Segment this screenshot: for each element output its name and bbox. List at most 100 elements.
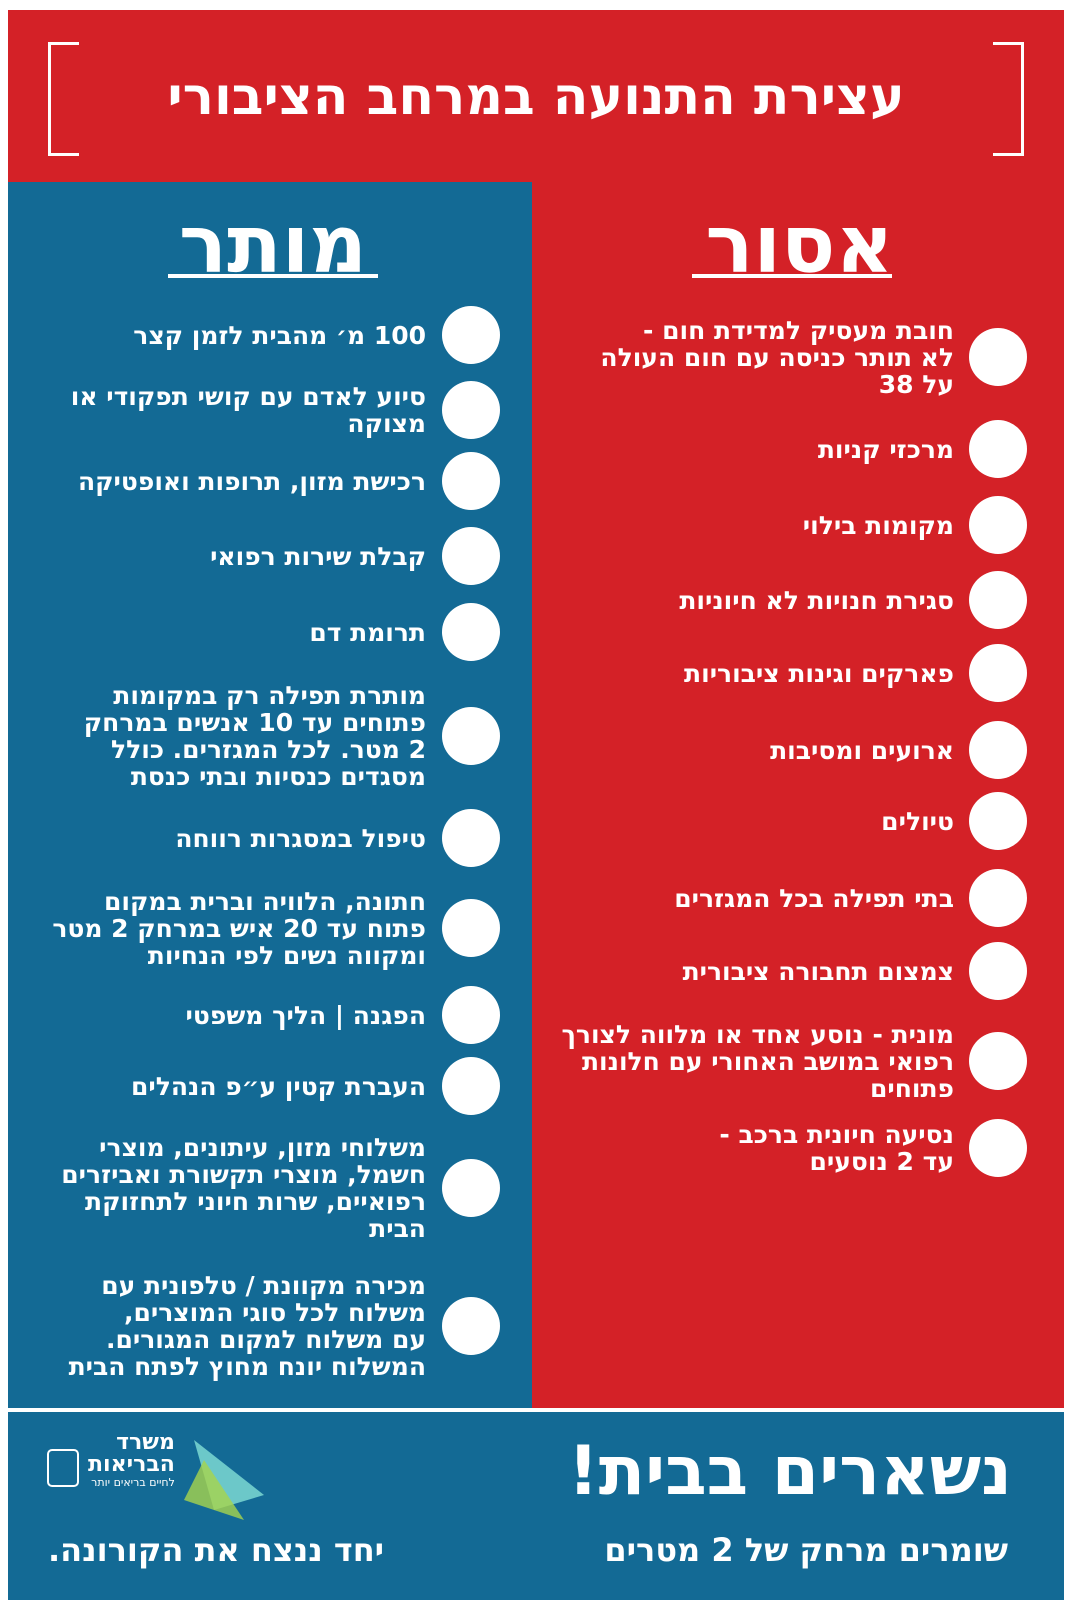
item-line: הבית xyxy=(369,1214,426,1243)
list-item: טיפול במסגרות רווחה xyxy=(175,825,426,852)
icon xyxy=(442,306,500,364)
list-item: חתונה, הלוויה וברית במקום פתוח עד 20 איש … xyxy=(52,888,426,969)
icon xyxy=(969,1119,1027,1177)
item-line: מקומות בילוי xyxy=(802,510,954,540)
icon xyxy=(442,381,500,439)
item-line: עד 2 נוסעים xyxy=(809,1147,955,1176)
list-item: סגירת חנויות לא חיוניות xyxy=(679,587,954,614)
item-line: סגירת חנויות לא חיוניות xyxy=(679,585,954,615)
icon xyxy=(969,869,1027,927)
header: עצירת התנועה במרחב הציבורי xyxy=(8,10,1064,182)
list-item: תרומת דם xyxy=(309,619,426,646)
list-item: מרכזי קניות xyxy=(818,436,954,463)
icon xyxy=(969,721,1027,779)
list-item: משלוחי מזון, עיתונים, מוצרי חשמל, מוצרי ת… xyxy=(61,1134,426,1242)
icon xyxy=(442,986,500,1044)
list-item: רכישת מזון, תרופות ואופטיקה xyxy=(78,468,426,495)
item-line: טיולים xyxy=(881,806,954,836)
icon xyxy=(442,452,500,510)
item-line: רפואיים, שרות חיוני לתחזוקת xyxy=(85,1187,426,1216)
item-line: מותרת תפילה רק במקומות xyxy=(113,681,426,710)
icon xyxy=(442,1057,500,1115)
item-line: סיוע לאדם עם קושי תפקודי או xyxy=(70,382,426,411)
list-item: 100 מ׳ מהבית לזמן קצר xyxy=(133,322,426,349)
bracket xyxy=(48,42,79,156)
list-item: מונית - נוסע אחד או מלווה לצורך רפואי במו… xyxy=(561,1021,954,1102)
item-line: ומקווה נשים לפי הנחיות xyxy=(147,940,426,970)
item-line: בתי תפילה בכל המגזרים xyxy=(674,883,954,913)
list-item: ארועים ומסיבות xyxy=(770,737,954,764)
logo xyxy=(47,1440,264,1520)
ministry-line: הבריאות xyxy=(88,1452,175,1477)
icon xyxy=(969,496,1027,554)
item-line: ארועים ומסיבות xyxy=(770,735,954,765)
item-line: המשלוח יונח מחוץ לפתח הבית xyxy=(68,1352,426,1381)
list-item: קבלת שירות רפואי xyxy=(210,543,426,570)
allowed-column: מותר 100 מ׳ מהבית לזמן קצר סיוע לאדם עם ק… xyxy=(8,182,532,1408)
item-line: מכירה מקוונת / טלפונית עם xyxy=(101,1271,426,1300)
item-line: העברת קטין ע״פ הנהלים xyxy=(130,1071,426,1101)
item-line: מצוקה xyxy=(347,409,426,438)
list-item: נסיעה חיונית ברכב - עד 2 נוסעים xyxy=(719,1121,954,1175)
item-line: לא תותר כניסה עם חום העולה xyxy=(600,342,954,372)
item-line: 100 מ׳ מהבית לזמן קצר xyxy=(133,320,426,350)
icon xyxy=(969,644,1027,702)
icon xyxy=(442,899,500,957)
item-line: 2 מטר. לכל המגזרים. כולל xyxy=(110,735,426,764)
list-item: מקומות בילוי xyxy=(803,512,954,539)
item-line: פארקים וגינות ציבוריות xyxy=(684,658,954,688)
item-line: משלוחי מזון, עיתונים, מוצרי xyxy=(99,1133,426,1162)
item-line: רפואי במושב האחורי עם חלונות xyxy=(581,1046,954,1076)
subslogan: שומרים מרחק של 2 מטרים xyxy=(604,1531,1008,1569)
icon xyxy=(969,1032,1027,1090)
list-item: בתי תפילה בכל המגזרים xyxy=(674,885,954,912)
tagline: לחיים בריאים יותר xyxy=(91,1476,175,1489)
bracket xyxy=(993,42,1024,156)
item-line: על 38 xyxy=(878,369,954,399)
icon xyxy=(442,1159,500,1217)
closing: יחד ננצח את הקורונה. xyxy=(48,1531,385,1569)
footer: נשארים בבית! שומרים מרחק של 2 מטרים משרד… xyxy=(8,1412,1064,1600)
icon xyxy=(442,809,500,867)
ministry-name: משרד הבריאות לחיים בריאים יותר xyxy=(88,1432,175,1490)
underline xyxy=(692,274,892,278)
list-item: חובת מעסיק למדידת חום - לא תותר כניסה עם … xyxy=(600,317,954,398)
item-line: חובת מעסיק למדידת חום - xyxy=(643,315,954,345)
list-item: מותרת תפילה רק במקומות פתוחים עד 10 אנשים… xyxy=(84,682,426,790)
item-line: פתוחים עד 10 אנשים במרחק xyxy=(83,708,426,737)
list-item: מכירה מקוונת / טלפונית עם משלוח לכל סוגי … xyxy=(69,1272,426,1380)
list-item: טיולים xyxy=(881,808,954,835)
forbidden-heading: אסור xyxy=(705,198,894,291)
icon xyxy=(442,527,500,585)
icon xyxy=(442,707,500,765)
title: עצירת התנועה במרחב הציבורי xyxy=(167,67,905,127)
item-line: חשמל, מוצרי תקשורת ואביזרים xyxy=(61,1160,426,1189)
item-line: עם משלוח למקום המגורים. xyxy=(105,1325,426,1354)
icon xyxy=(969,942,1027,1000)
slogan: נשארים בבית! xyxy=(567,1432,1012,1511)
icon xyxy=(969,420,1027,478)
item-line: טיפול במסגרות רווחה xyxy=(175,823,426,853)
ministry-line: משרד xyxy=(116,1430,175,1455)
item-line: מרכזי קניות xyxy=(817,434,954,464)
item-line: תרומת דם xyxy=(309,617,426,647)
list-item: הפגנה | הליך משפטי xyxy=(186,1002,426,1029)
item-line: נסיעה חיונית ברכב - xyxy=(719,1120,954,1149)
underline xyxy=(168,274,378,278)
icon xyxy=(969,328,1027,386)
icon xyxy=(442,603,500,661)
item-line: פתוח עד 20 איש במרחק 2 מטר xyxy=(52,913,426,943)
icon xyxy=(969,571,1027,629)
list-item: פארקים וגינות ציבוריות xyxy=(684,660,954,687)
list-item: צמצום תחבורה ציבורית xyxy=(683,958,954,985)
item-line: פתוחים xyxy=(869,1073,954,1103)
list-item: סיוע לאדם עם קושי תפקודי או מצוקה xyxy=(71,383,426,437)
item-line: מונית - נוסע אחד או מלווה לצורך xyxy=(561,1019,954,1049)
item-line: קבלת שירות רפואי xyxy=(210,541,426,571)
forbidden-column: אסור חובת מעסיק למדידת חום - לא תותר כניס… xyxy=(532,182,1064,1408)
list-item: העברת קטין ע״פ הנהלים xyxy=(131,1073,426,1100)
icon xyxy=(969,792,1027,850)
item-line: משלוח לכל סוגי המוצרים, xyxy=(123,1298,426,1327)
item-line: צמצום תחבורה ציבורית xyxy=(682,956,954,986)
